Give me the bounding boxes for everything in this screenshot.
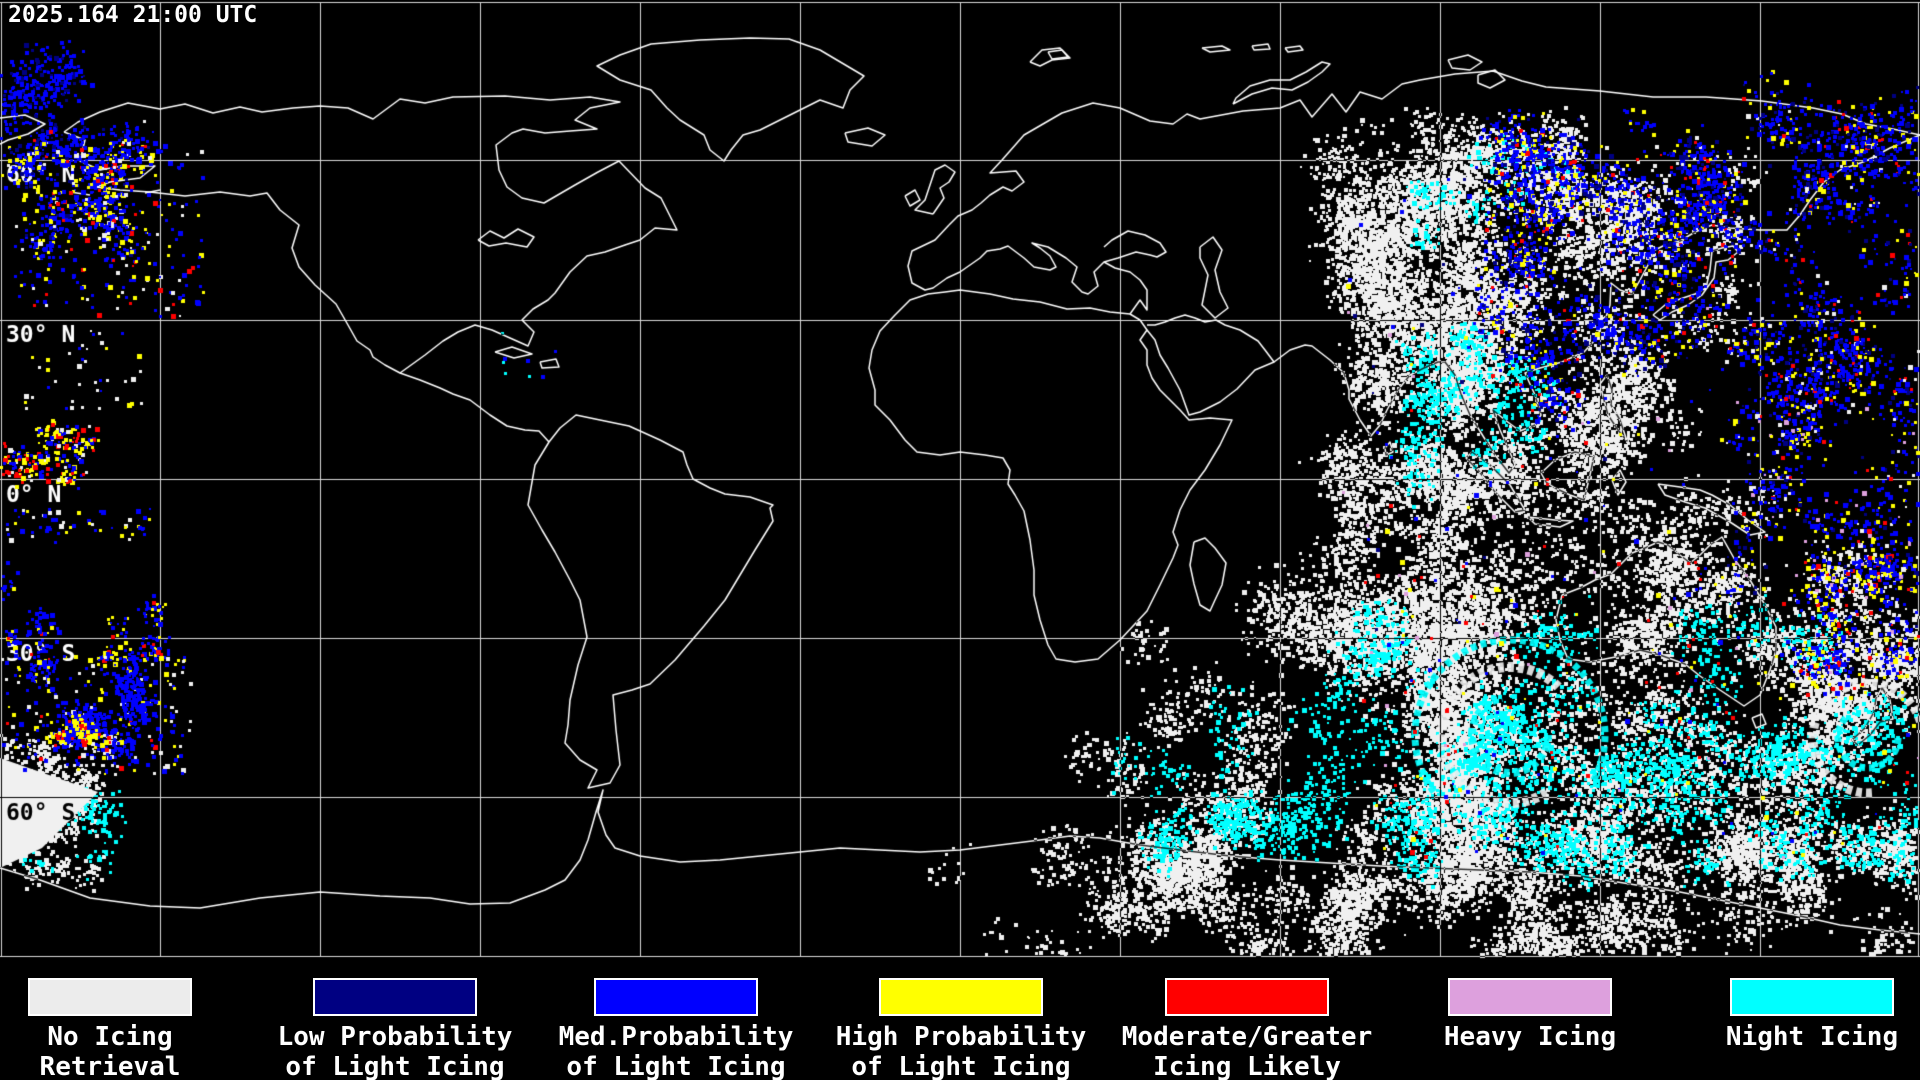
legend-label: High Probability (835, 1022, 1087, 1052)
legend-label: of Light Icing (566, 1052, 786, 1080)
legend-label: Night Icing (1725, 1022, 1899, 1052)
legend-swatch (1165, 978, 1329, 1016)
legend-swatch (28, 978, 192, 1016)
legend-swatch (313, 978, 477, 1016)
legend-swatch (1448, 978, 1612, 1016)
legend-label: Low Probability (277, 1022, 513, 1052)
legend-swatch (1730, 978, 1894, 1016)
legend-swatch (879, 978, 1043, 1016)
legend-bar: No Icing Retrieval Low Probability of Light… (0, 970, 1920, 1080)
legend-label: Icing Likely (1153, 1052, 1341, 1080)
legend-label: of Light Icing (285, 1052, 505, 1080)
legend-label: Med.Probability (558, 1022, 794, 1052)
legend-label: of Light Icing (851, 1052, 1071, 1080)
legend-label: Moderate/Greater (1121, 1022, 1373, 1052)
legend-label: Heavy Icing (1443, 1022, 1617, 1052)
legend-swatch (594, 978, 758, 1016)
legend-label: No Icing (47, 1022, 173, 1052)
legend-label: Retrieval (39, 1052, 181, 1080)
timestamp-label: 2025.164 21:00 UTC (8, 2, 258, 28)
